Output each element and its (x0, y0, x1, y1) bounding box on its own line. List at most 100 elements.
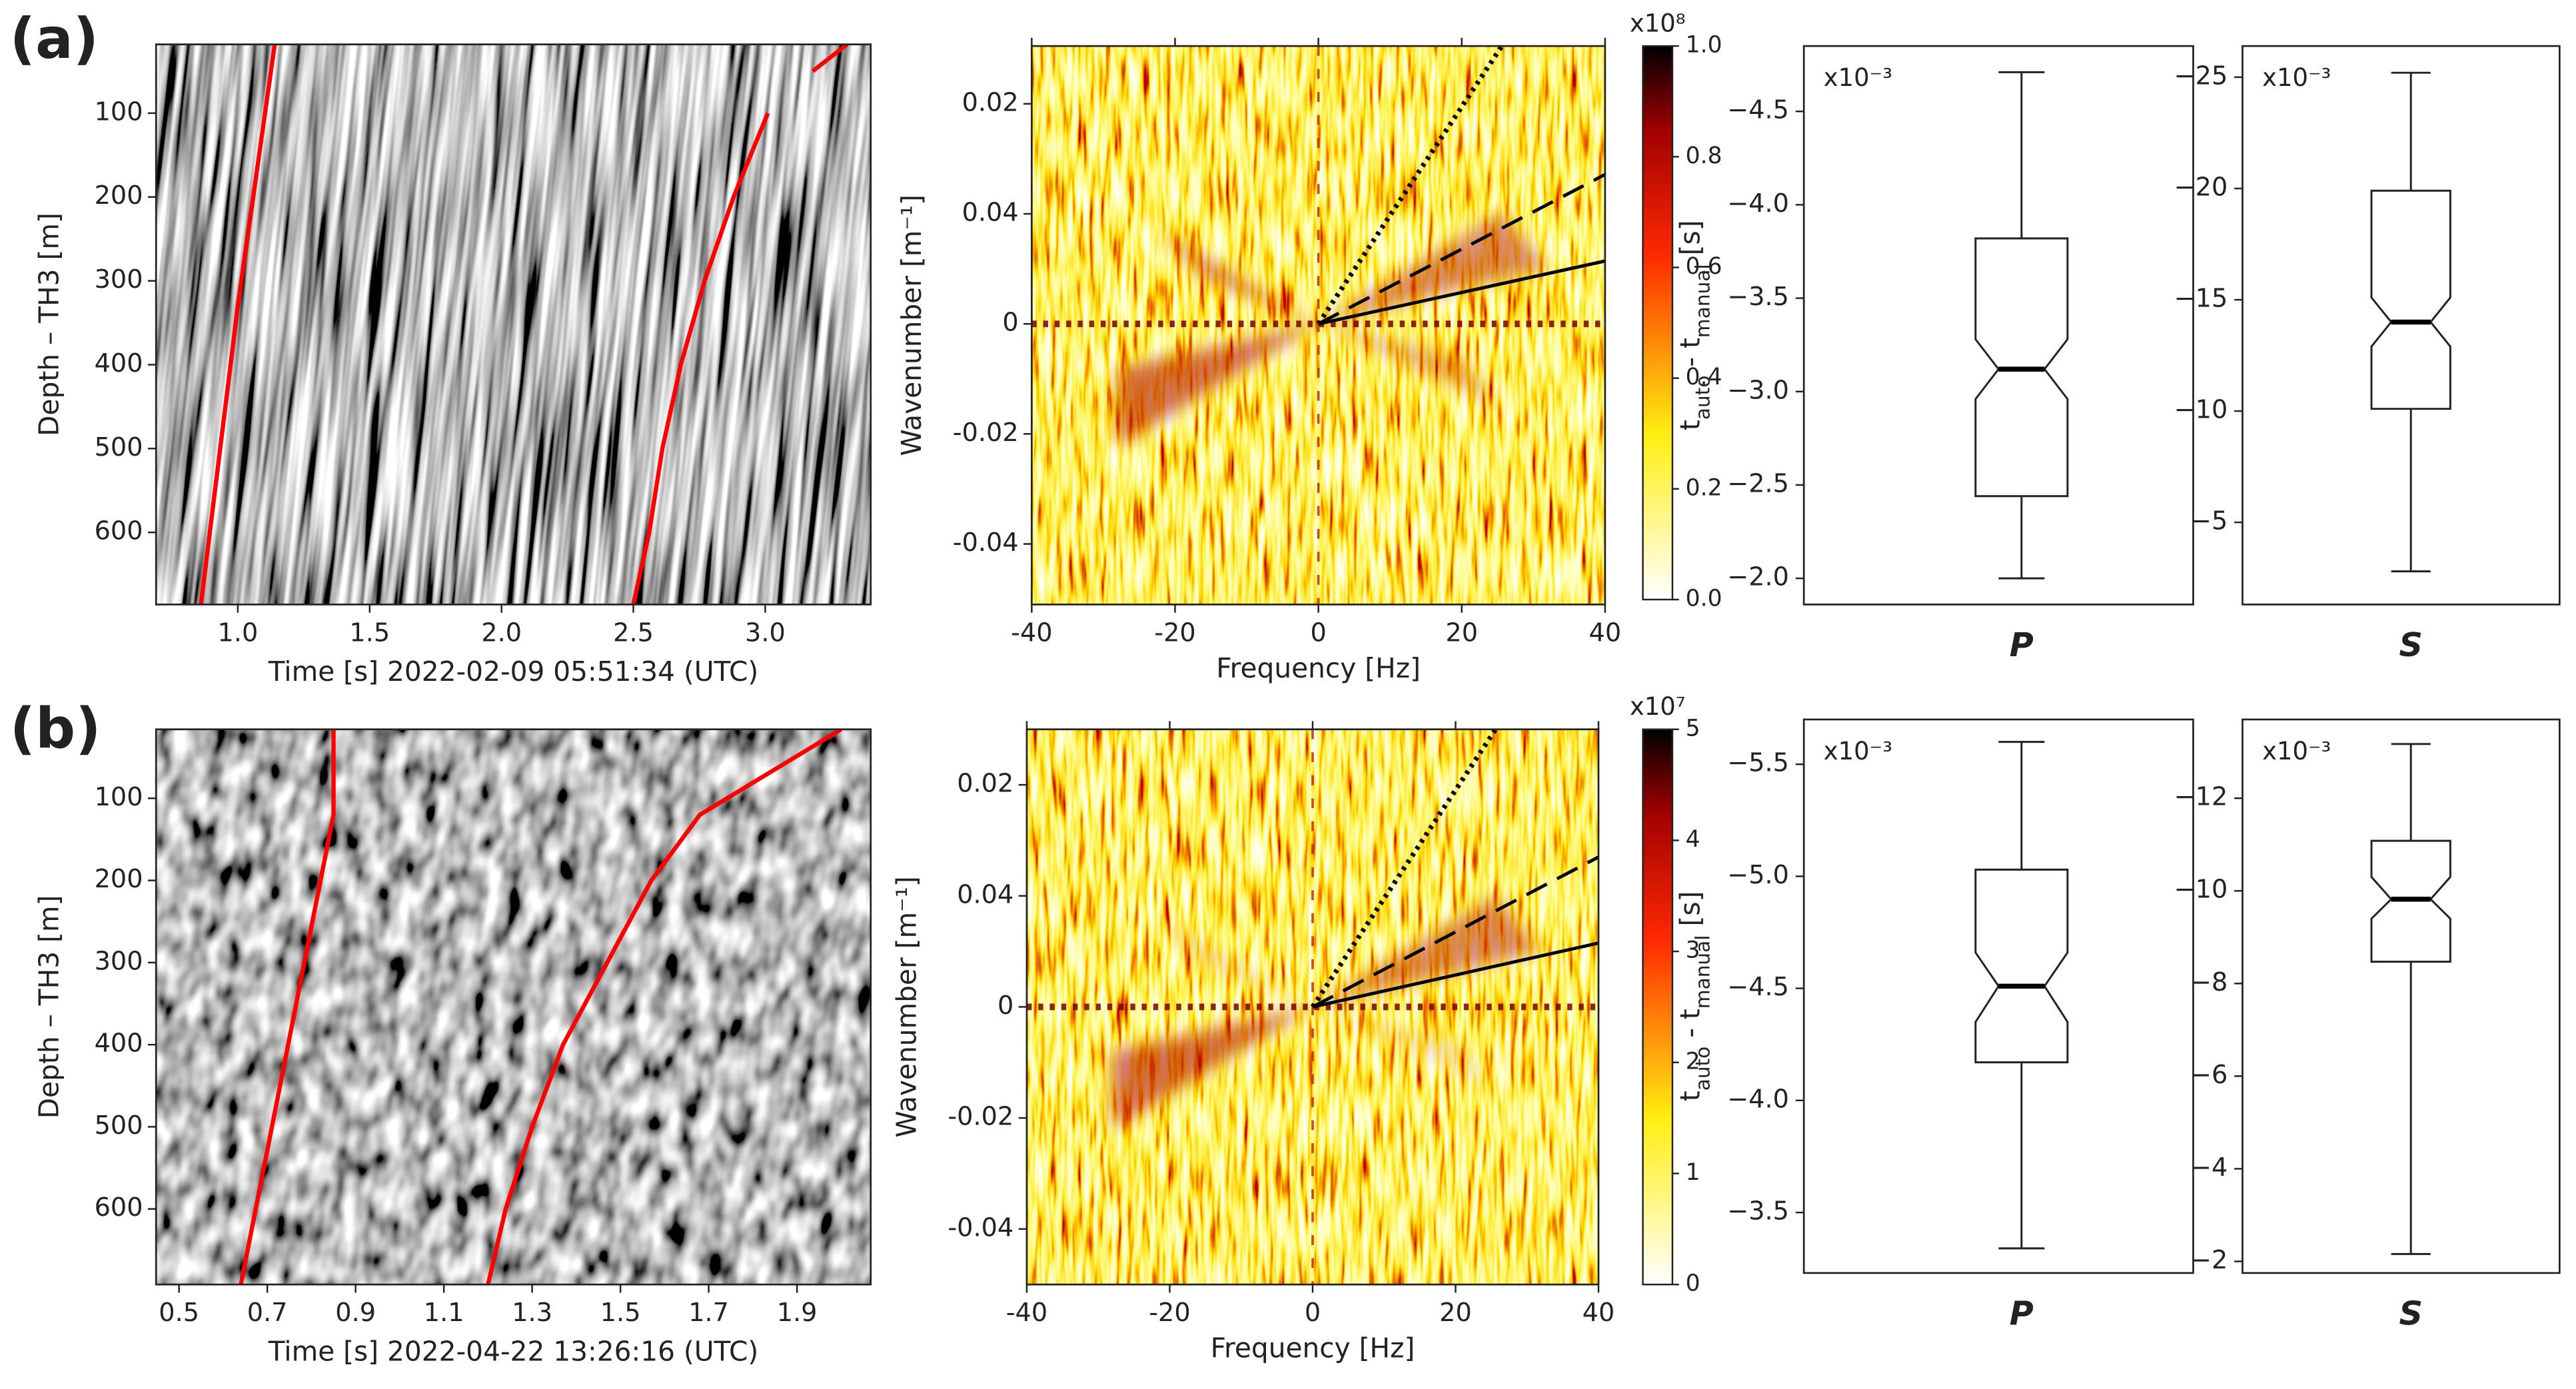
x-tick-label: 1.9 (777, 1298, 818, 1328)
x-tick-label: -20 (1149, 1298, 1190, 1328)
velocity-line-dotted (1316, 46, 1505, 326)
x-tick-label: 20 (1439, 1298, 1472, 1328)
seismic-image (156, 729, 871, 1285)
panel-label: (b) (10, 696, 101, 761)
y-tick-label: −3.5 (1727, 1197, 1789, 1226)
chart: −5.5 −5.0 −4.5 −4.0 −3.5 x10⁻³ tauto - tmanual… (1674, 718, 2194, 1332)
velocity-line-dotted (1310, 729, 1498, 1009)
colorbar-tick-label: 1 (1686, 1159, 1700, 1186)
y-tick-label: −2.0 (1727, 563, 1789, 592)
y-tick-label: −25 (2174, 61, 2228, 91)
chart: −12 −10 −8 −6 −4 −2 x10⁻³ S (2174, 718, 2561, 1332)
axes-frame (155, 728, 872, 1286)
colorbar-tick-label: 5 (1686, 715, 1700, 741)
colorbar-tick-label: 0.4 (1686, 364, 1722, 390)
x-tick-label: 0 (1305, 1298, 1321, 1328)
x-tick-label: 20 (1445, 618, 1478, 648)
energy-region (1152, 912, 1313, 1007)
x-tick-label: 1.5 (349, 618, 390, 648)
colorbar-tick-label: 0 (1686, 1270, 1700, 1297)
category-label: S (2399, 1294, 2423, 1332)
axes-frame (1802, 45, 2194, 606)
y-tick-label: −4.5 (1727, 96, 1789, 125)
colorbar-tick-label: 0.8 (1686, 143, 1722, 169)
x-tick-label: 0.5 (159, 1298, 199, 1328)
y-tick-label: −20 (2174, 173, 2228, 202)
y-tick-label: −10 (2174, 875, 2228, 905)
y-axis-label-part: [s] (1674, 220, 1706, 264)
category-label: S (2399, 626, 2423, 664)
velocity-line-solid (1312, 941, 1599, 1009)
velocity-line-dashed (1317, 173, 1605, 326)
y-tick-label: −5.0 (1727, 861, 1789, 890)
scale-label: x10⁻³ (1824, 63, 1892, 92)
plot-area (156, 44, 871, 605)
x-tick-label: 3.0 (745, 618, 786, 648)
pick-line (631, 44, 849, 605)
y-tick-label: −5 (2190, 507, 2228, 536)
colorbar-tick-label: 0.6 (1686, 253, 1722, 280)
x-tick-label: 40 (1583, 1298, 1615, 1328)
x-axis-label: Frequency [Hz] (1211, 1332, 1415, 1364)
scale-label: x10⁻³ (2262, 737, 2331, 765)
y-tick-label: −3.0 (1727, 376, 1789, 405)
energy-region (1312, 1007, 1496, 1091)
chart: −25 −20 −15 −10 −5 x10⁻³ S (2174, 45, 2561, 664)
x-tick-label: 2.5 (613, 618, 654, 648)
y-tick-label: −5.5 (1727, 749, 1789, 778)
y-tick-label: 500 (95, 1111, 143, 1141)
y-tick-label: 300 (95, 947, 143, 976)
velocity-line-solid (1318, 259, 1605, 326)
y-axis-label-part: [s] (1674, 891, 1706, 935)
colorbar-tick-label: 3 (1686, 937, 1700, 964)
y-tick-label: -0.02 (953, 418, 1019, 448)
y-tick-label: −2 (2190, 1246, 2228, 1275)
velocity-line-dashed (1311, 855, 1599, 1009)
y-tick-label: 100 (95, 97, 143, 127)
colorbar-scale-label: x10⁸ (1630, 9, 1686, 38)
seismic-image (156, 44, 871, 605)
y-tick-label: −10 (2174, 396, 2228, 425)
y-tick-label: −12 (2174, 783, 2228, 812)
y-tick-label: 0.02 (957, 769, 1013, 799)
y-tick-label: 600 (95, 517, 143, 546)
x-tick-label: -40 (1006, 1298, 1047, 1328)
x-tick-label: 1.3 (512, 1298, 552, 1328)
scale-label: x10⁻³ (1824, 737, 1892, 765)
x-tick-label: 1.5 (600, 1298, 641, 1328)
y-axis-label: Wavenumber [m⁻¹] (896, 195, 928, 456)
colorbar (1642, 45, 1674, 601)
y-tick-label: -0.04 (953, 528, 1019, 558)
category-label: P (2010, 626, 2034, 664)
x-tick-label: -20 (1154, 618, 1195, 648)
pick-line (199, 44, 277, 605)
plot-area (156, 729, 871, 1285)
y-axis-label: Depth – TH3 [m] (33, 213, 65, 436)
colorbar-tick-label: 4 (1686, 826, 1700, 853)
axes-frame (2242, 45, 2561, 606)
energy-region (1312, 895, 1542, 1007)
pick-line (239, 729, 336, 1285)
x-axis-label: Time [s] 2022-04-22 13:26:16 (UTC) (268, 1336, 759, 1368)
x-tick-label: -40 (1011, 618, 1052, 648)
y-axis-label-part: t (1674, 420, 1706, 430)
colorbar-scale-label: x10⁷ (1630, 692, 1686, 721)
y-tick-label: −4 (2190, 1153, 2228, 1182)
plot-area (1031, 46, 1605, 605)
colorbar (1642, 728, 1674, 1286)
colorbar-tick-label: 0.0 (1686, 585, 1722, 612)
y-axis-label: tauto - tmanual [s] (1674, 891, 1714, 1102)
y-axis-label-part: - t (1674, 338, 1706, 375)
x-tick-label: 0 (1310, 618, 1326, 648)
y-tick-label: −4.0 (1727, 1085, 1789, 1114)
axes-frame (155, 43, 872, 606)
energy-region (1318, 212, 1548, 324)
y-tick-label: −3.5 (1727, 282, 1789, 312)
category-label: P (2010, 1294, 2034, 1332)
y-axis-label-part: auto (1691, 1047, 1714, 1091)
box (2370, 189, 2451, 410)
colorbar-tick-label: 0.2 (1686, 474, 1722, 501)
x-tick-label: 40 (1589, 618, 1622, 648)
